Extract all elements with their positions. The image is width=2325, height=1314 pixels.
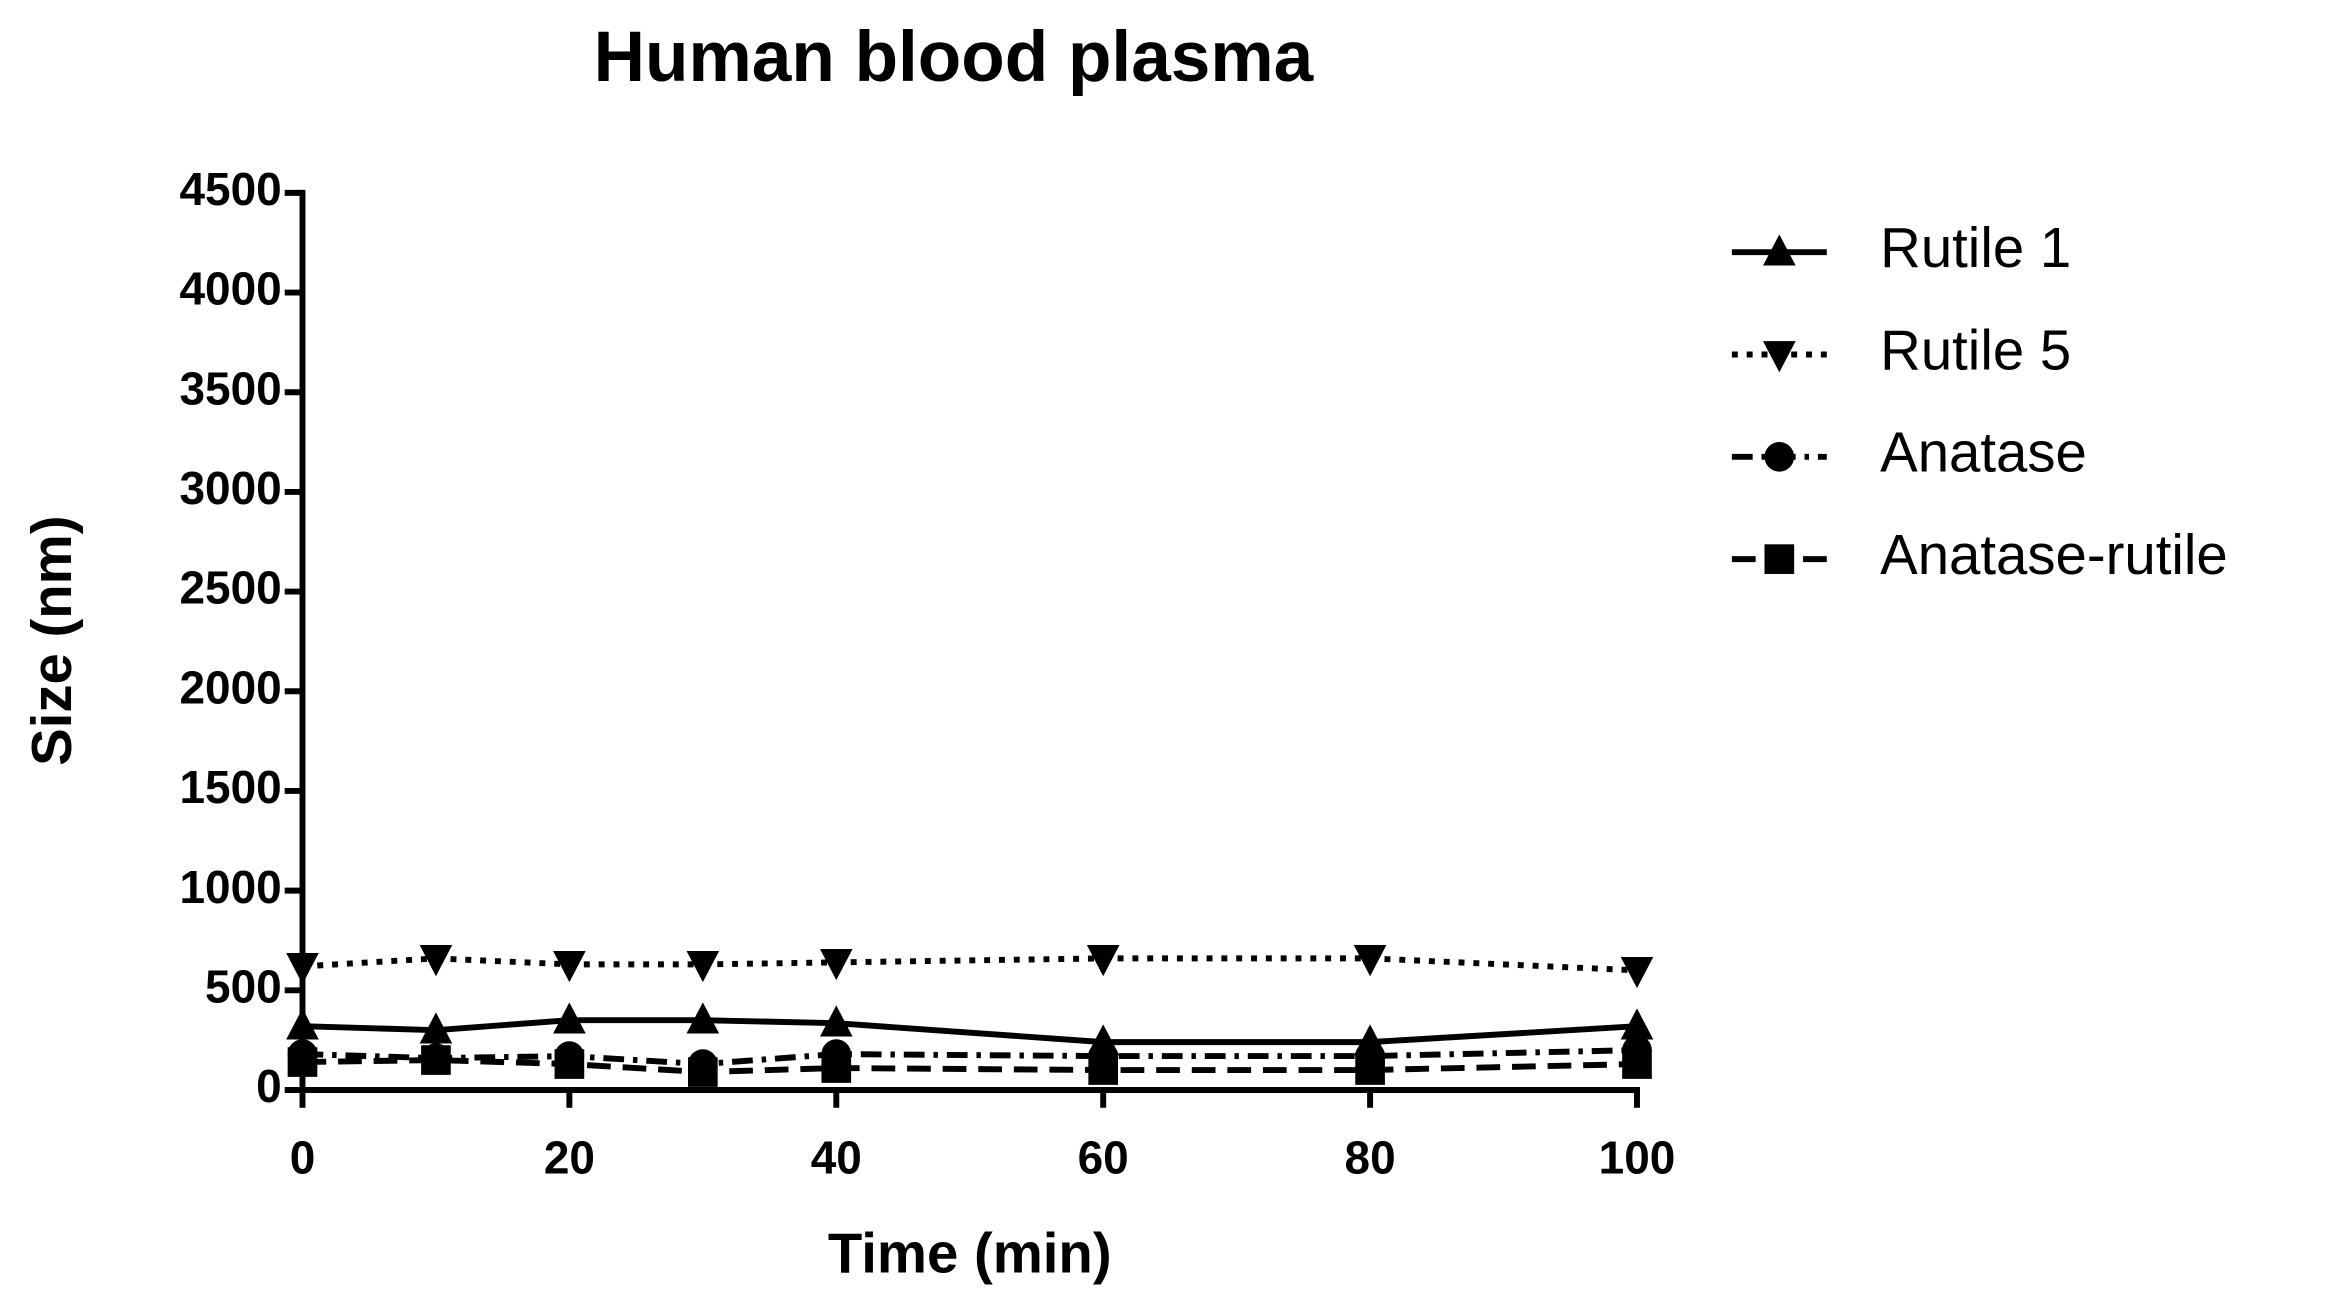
y-tick-label: 1000 bbox=[179, 861, 281, 913]
y-tick-label: 2000 bbox=[179, 661, 281, 713]
marker bbox=[419, 1012, 453, 1044]
marker bbox=[421, 1045, 451, 1075]
marker bbox=[1088, 1055, 1119, 1085]
marker bbox=[286, 1008, 319, 1040]
legend-label: Anatase bbox=[1880, 421, 2087, 484]
marker bbox=[821, 1053, 852, 1083]
legend-label: Rutile 5 bbox=[1880, 318, 2071, 381]
legend-marker bbox=[1763, 341, 1796, 373]
legend-marker bbox=[1764, 441, 1795, 472]
marker bbox=[1086, 945, 1120, 977]
x-tick-label: 100 bbox=[1599, 1131, 1676, 1183]
y-tick-label: 500 bbox=[205, 960, 282, 1012]
marker bbox=[686, 951, 720, 983]
chart-title: Human blood plasma bbox=[594, 18, 1315, 97]
legend-label: Rutile 1 bbox=[1880, 216, 2071, 279]
x-tick-label: 60 bbox=[1078, 1131, 1129, 1183]
marker bbox=[286, 953, 319, 985]
marker bbox=[1353, 945, 1387, 977]
y-tick-label: 3000 bbox=[179, 462, 281, 514]
y-tick-label: 0 bbox=[256, 1060, 282, 1112]
x-axis-label: Time (min) bbox=[828, 1221, 1112, 1284]
marker bbox=[1355, 1055, 1385, 1085]
y-tick-label: 1500 bbox=[179, 761, 281, 813]
x-tick-label: 40 bbox=[811, 1131, 862, 1183]
marker bbox=[819, 1005, 853, 1037]
legend-marker bbox=[1763, 234, 1796, 266]
legend-label: Anatase-rutile bbox=[1880, 523, 2228, 586]
x-tick-label: 0 bbox=[290, 1131, 316, 1183]
marker bbox=[686, 1002, 720, 1034]
x-tick-label: 80 bbox=[1345, 1131, 1396, 1183]
y-tick-label: 3500 bbox=[179, 362, 281, 414]
series-line bbox=[302, 1057, 1638, 1075]
series-line bbox=[302, 955, 1638, 974]
y-tick-label: 4500 bbox=[179, 163, 281, 215]
marker bbox=[819, 949, 853, 981]
marker bbox=[1622, 1049, 1652, 1079]
y-tick-label: 4000 bbox=[179, 263, 281, 315]
marker bbox=[419, 945, 453, 977]
y-axis-label: Size (nm) bbox=[20, 516, 83, 766]
marker bbox=[553, 1002, 586, 1034]
y-tick-label: 2500 bbox=[179, 562, 281, 614]
marker bbox=[1620, 957, 1654, 989]
marker bbox=[554, 1049, 585, 1079]
marker bbox=[287, 1047, 318, 1077]
marker bbox=[1620, 1008, 1654, 1040]
x-tick-label: 20 bbox=[544, 1131, 595, 1183]
marker bbox=[553, 951, 586, 983]
legend-marker bbox=[1764, 544, 1795, 574]
series-line bbox=[302, 1017, 1638, 1046]
marker bbox=[688, 1057, 718, 1087]
